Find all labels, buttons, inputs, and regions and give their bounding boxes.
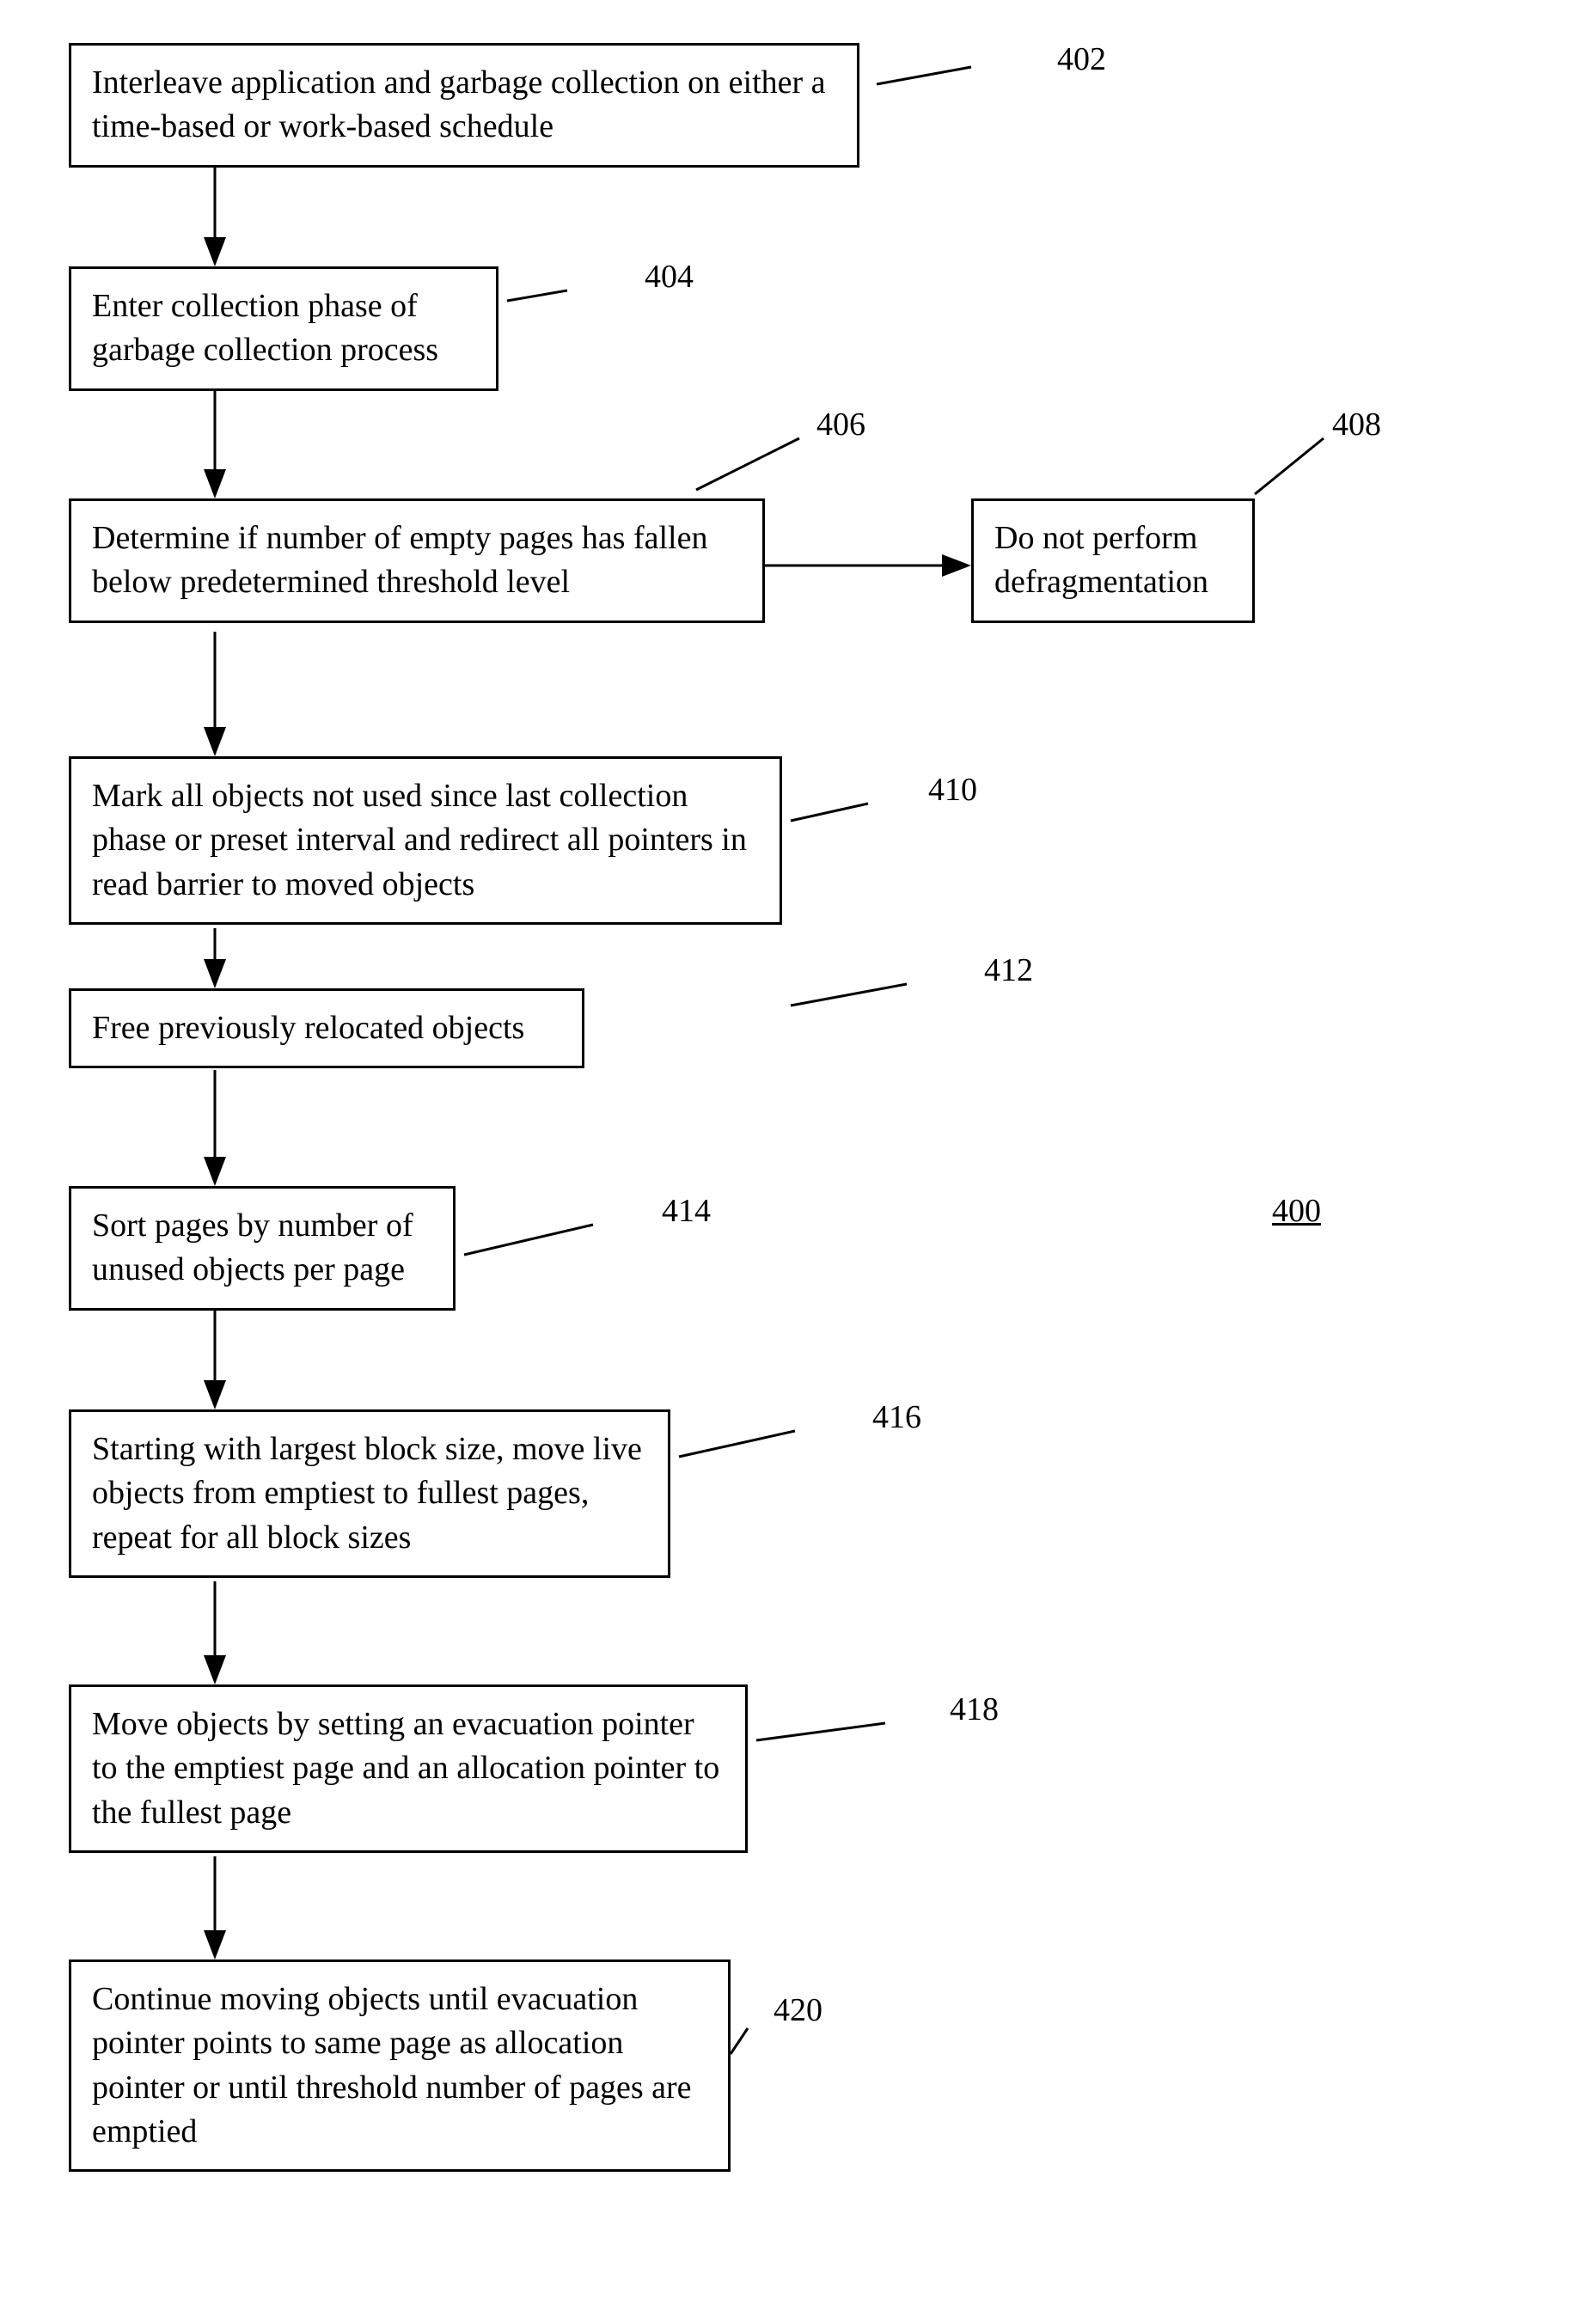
figure-number: 400 xyxy=(1272,1195,1321,1227)
node-408: Do not perform defragmentation xyxy=(971,498,1255,623)
label-420: 420 xyxy=(774,1994,822,2027)
node-414: Sort pages by number of unused objects p… xyxy=(69,1186,456,1311)
flowchart-canvas: Interleave application and garbage colle… xyxy=(43,43,1553,2268)
node-416: Starting with largest block size, move l… xyxy=(69,1409,670,1578)
label-412: 412 xyxy=(984,954,1033,987)
node-text: Move objects by setting an evacuation po… xyxy=(92,1706,719,1831)
node-412: Free previously relocated objects xyxy=(69,988,584,1068)
node-text: Determine if number of empty pages has f… xyxy=(92,520,707,600)
node-402: Interleave application and garbage colle… xyxy=(69,43,859,168)
node-text: Enter collection phase of garbage collec… xyxy=(92,288,438,368)
label-404: 404 xyxy=(645,260,694,293)
label-418: 418 xyxy=(950,1693,999,1726)
node-text: Sort pages by number of unused objects p… xyxy=(92,1207,413,1287)
node-410: Mark all objects not used since last col… xyxy=(69,756,782,925)
node-text: Starting with largest block size, move l… xyxy=(92,1431,642,1556)
label-408: 408 xyxy=(1332,408,1381,441)
label-402: 402 xyxy=(1057,43,1106,76)
node-text: Do not perform defragmentation xyxy=(994,520,1208,600)
label-414: 414 xyxy=(662,1195,711,1227)
node-text: Continue moving objects until evacuation… xyxy=(92,1981,692,2149)
label-416: 416 xyxy=(872,1401,921,1434)
node-text: Interleave application and garbage colle… xyxy=(92,64,826,144)
node-text: Mark all objects not used since last col… xyxy=(92,778,747,902)
node-420: Continue moving objects until evacuation… xyxy=(69,1959,731,2172)
label-410: 410 xyxy=(928,773,977,806)
label-406: 406 xyxy=(816,408,865,441)
node-404: Enter collection phase of garbage collec… xyxy=(69,266,498,391)
node-406: Determine if number of empty pages has f… xyxy=(69,498,765,623)
node-418: Move objects by setting an evacuation po… xyxy=(69,1684,748,1853)
node-text: Free previously relocated objects xyxy=(92,1010,524,1046)
